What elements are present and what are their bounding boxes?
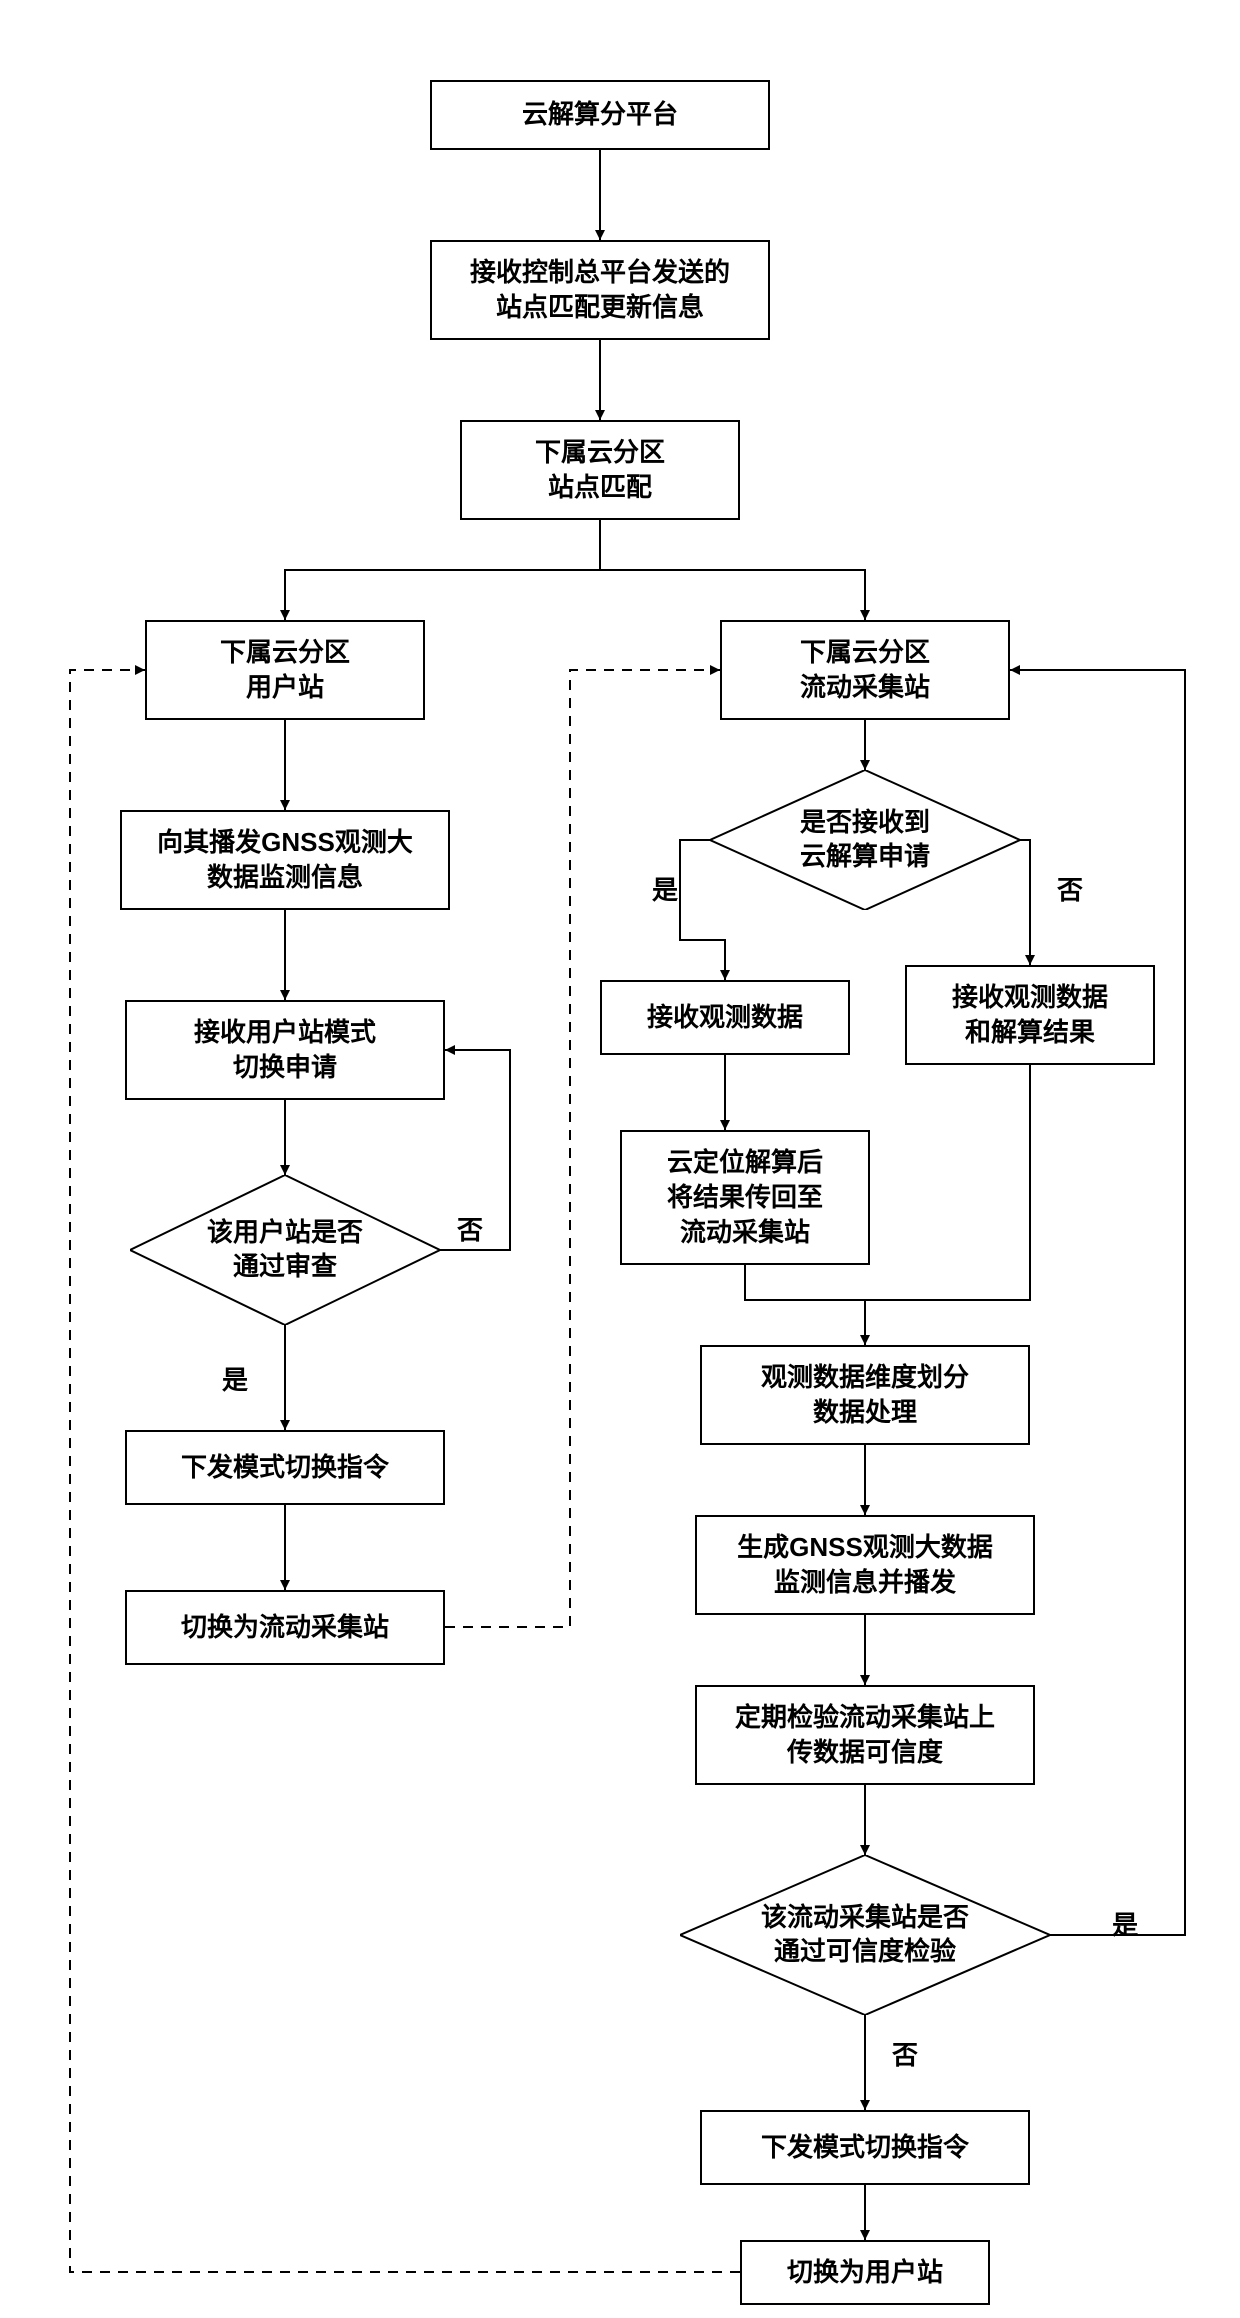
node-label: 下发模式切换指令 (761, 2130, 969, 2165)
node-mobile-station: 下属云分区流动采集站 (720, 620, 1010, 720)
node-label: 接收用户站模式切换申请 (194, 1015, 376, 1085)
label-d1-yes: 是 (220, 1360, 250, 1397)
decision-label: 该流动采集站是否通过可信度检验 (761, 1901, 969, 1969)
node-label: 接收控制总平台发送的站点匹配更新信息 (470, 255, 730, 325)
node-label: 生成GNSS观测大数据监测信息并播发 (737, 1530, 993, 1600)
node-label: 定期检验流动采集站上传数据可信度 (735, 1700, 995, 1770)
node-receive-obs-data: 接收观测数据 (600, 980, 850, 1055)
node-label: 下属云分区用户站 (220, 635, 350, 705)
node-broadcast-gnss: 向其播发GNSS观测大数据监测信息 (120, 810, 450, 910)
node-label: 观测数据维度划分数据处理 (761, 1360, 969, 1430)
node-receive-switch-req: 接收用户站模式切换申请 (125, 1000, 445, 1100)
node-cloud-platform: 云解算分平台 (430, 80, 770, 150)
decision-label: 该用户站是否通过审查 (207, 1216, 363, 1284)
label-d3-no: 否 (890, 2035, 920, 2072)
node-label: 云解算分平台 (522, 97, 678, 132)
node-periodic-check: 定期检验流动采集站上传数据可信度 (695, 1685, 1035, 1785)
node-switch-to-user: 切换为用户站 (740, 2240, 990, 2305)
label-d2-no: 否 (1055, 870, 1085, 907)
decision-cloud-request: 是否接收到云解算申请 (710, 770, 1020, 910)
node-label: 接收观测数据和解算结果 (952, 980, 1108, 1050)
decision-credibility: 该流动采集站是否通过可信度检验 (680, 1855, 1050, 2015)
node-label: 下属云分区流动采集站 (800, 635, 930, 705)
decision-label: 是否接收到云解算申请 (800, 806, 930, 874)
node-issue-switch-cmd-1: 下发模式切换指令 (125, 1430, 445, 1505)
node-user-station: 下属云分区用户站 (145, 620, 425, 720)
label-d1-no: 否 (455, 1210, 485, 1247)
label-d2-yes: 是 (650, 870, 680, 907)
node-subcloud-match: 下属云分区站点匹配 (460, 420, 740, 520)
node-label: 切换为流动采集站 (181, 1610, 389, 1645)
node-label: 切换为用户站 (787, 2255, 943, 2290)
node-generate-gnss: 生成GNSS观测大数据监测信息并播发 (695, 1515, 1035, 1615)
node-dimension-process: 观测数据维度划分数据处理 (700, 1345, 1030, 1445)
node-label: 接收观测数据 (647, 1000, 803, 1035)
node-label: 下发模式切换指令 (181, 1450, 389, 1485)
node-receive-control: 接收控制总平台发送的站点匹配更新信息 (430, 240, 770, 340)
node-issue-switch-cmd-2: 下发模式切换指令 (700, 2110, 1030, 2185)
node-switch-to-mobile: 切换为流动采集站 (125, 1590, 445, 1665)
decision-user-review: 该用户站是否通过审查 (130, 1175, 440, 1325)
label-d3-yes: 是 (1110, 1905, 1140, 1942)
node-label: 下属云分区站点匹配 (535, 435, 665, 505)
node-label: 云定位解算后将结果传回至流动采集站 (667, 1145, 823, 1250)
node-label: 向其播发GNSS观测大数据监测信息 (157, 825, 413, 895)
node-cloud-solve-return: 云定位解算后将结果传回至流动采集站 (620, 1130, 870, 1265)
node-receive-obs-result: 接收观测数据和解算结果 (905, 965, 1155, 1065)
